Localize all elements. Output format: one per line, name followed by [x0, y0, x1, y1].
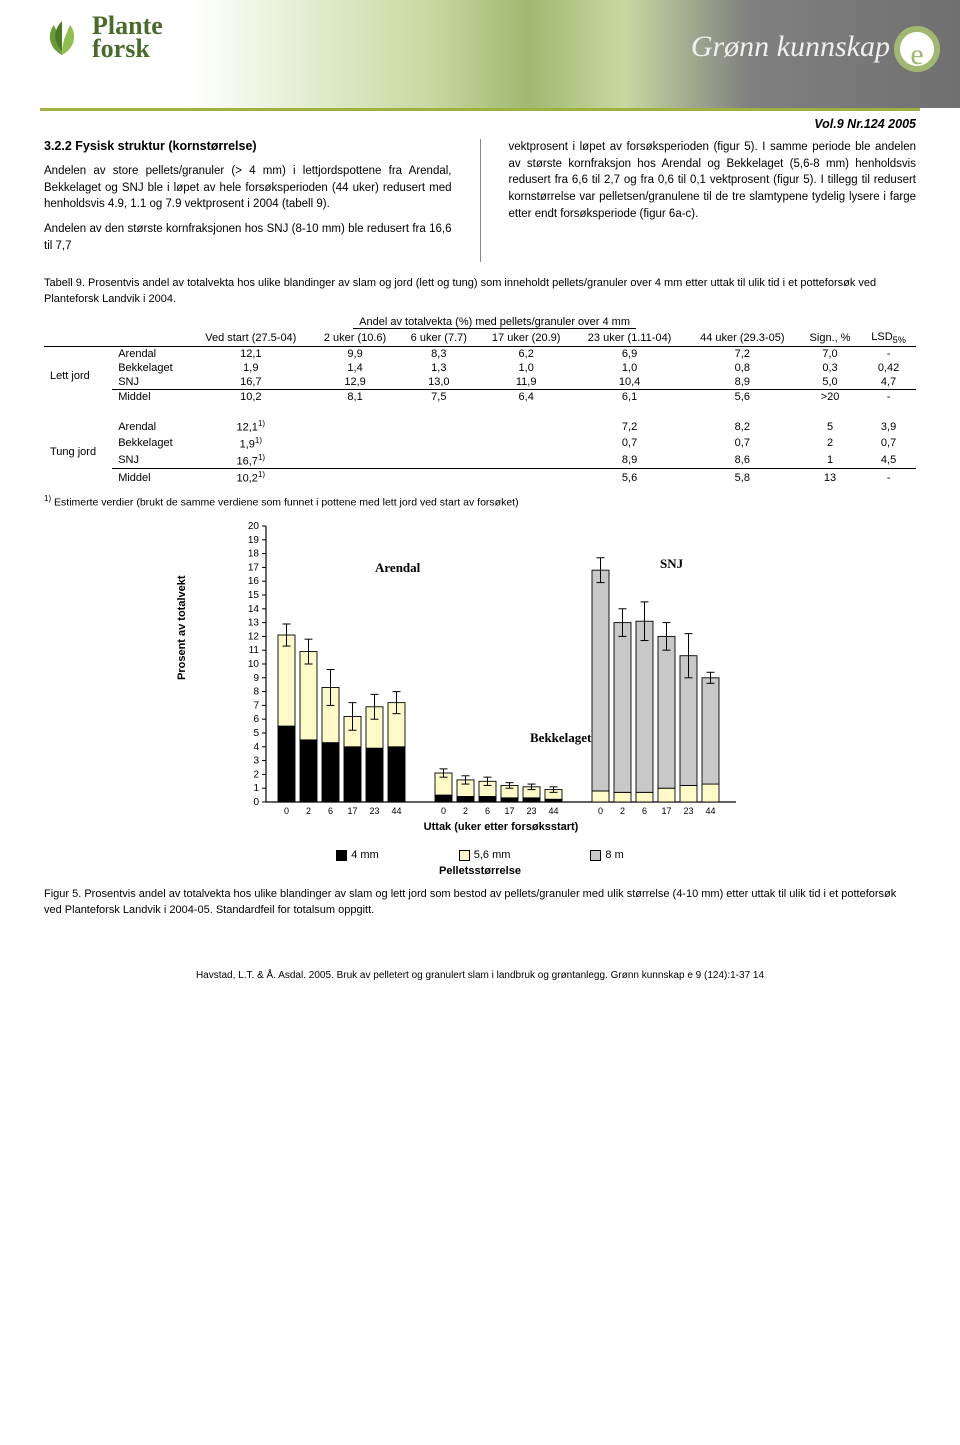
- svg-text:20: 20: [248, 521, 260, 532]
- svg-text:7: 7: [253, 701, 259, 712]
- figure-caption: Figur 5. Prosentvis andel av totalvekta …: [44, 887, 916, 918]
- svg-text:2: 2: [463, 806, 468, 816]
- svg-text:0: 0: [253, 797, 259, 808]
- footnote-text: Estimerte verdier (brukt de samme verdie…: [54, 496, 519, 508]
- section-heading: 3.2.2 Fysisk struktur (kornstørrelse): [44, 139, 452, 153]
- svg-text:2: 2: [253, 770, 259, 781]
- svg-text:5: 5: [253, 728, 259, 739]
- two-column-text: 3.2.2 Fysisk struktur (kornstørrelse) An…: [44, 139, 916, 262]
- svg-text:23: 23: [369, 806, 379, 816]
- svg-text:16: 16: [248, 577, 260, 588]
- svg-text:14: 14: [248, 604, 260, 615]
- svg-text:44: 44: [705, 806, 715, 816]
- chart-svg: 0123456789101112131415161718192002617234…: [210, 520, 750, 840]
- para-right-1: vektprosent i løpet av forsøksperioden (…: [509, 139, 917, 222]
- svg-text:17: 17: [504, 806, 514, 816]
- svg-text:2: 2: [306, 806, 311, 816]
- svg-text:12: 12: [248, 632, 260, 643]
- column-separator: [480, 139, 481, 262]
- logo: Plante forsk: [40, 14, 163, 61]
- svg-text:17: 17: [248, 563, 260, 574]
- y-axis-title: Prosent av totalvekt: [176, 576, 188, 681]
- svg-text:6: 6: [485, 806, 490, 816]
- svg-text:44: 44: [548, 806, 558, 816]
- svg-text:44: 44: [391, 806, 401, 816]
- page-footer: Havstad, L.T. & Å. Asdal. 2005. Bruk av …: [0, 948, 960, 995]
- svg-text:19: 19: [248, 535, 260, 546]
- svg-text:1: 1: [253, 784, 259, 795]
- svg-text:4: 4: [253, 742, 259, 753]
- svg-text:0: 0: [441, 806, 446, 816]
- svg-text:0: 0: [284, 806, 289, 816]
- table-caption: Tabell 9. Prosentvis andel av totalvekta…: [44, 276, 916, 307]
- logo-text-2: forsk: [92, 37, 163, 60]
- svg-text:Arendal: Arendal: [375, 560, 421, 575]
- svg-text:6: 6: [642, 806, 647, 816]
- svg-text:11: 11: [249, 646, 260, 657]
- legend-item: 4 mm: [336, 849, 379, 861]
- svg-text:2: 2: [620, 806, 625, 816]
- svg-text:SNJ: SNJ: [660, 556, 684, 571]
- legend-title: Pelletsstørrelse: [210, 865, 750, 877]
- svg-text:15: 15: [248, 590, 260, 601]
- svg-text:Uttak (uker etter forsøksstart: Uttak (uker etter forsøksstart): [424, 821, 579, 833]
- svg-text:23: 23: [683, 806, 693, 816]
- chart-legend: 4 mm 5,6 mm 8 m: [210, 849, 750, 861]
- leaf-icon: [40, 15, 84, 59]
- data-table: Andel av totalvekta (%) med pellets/gran…: [44, 315, 916, 486]
- bar-chart: Prosent av totalvekt 0123456789101112131…: [210, 520, 750, 877]
- svg-text:8: 8: [253, 687, 259, 698]
- svg-text:18: 18: [248, 549, 260, 560]
- banner-right-text: Grønn kunnskap: [691, 30, 890, 63]
- svg-text:9: 9: [253, 673, 259, 684]
- legend-item: 8 m: [590, 849, 623, 861]
- header-banner: Plante forsk Grønn kunnskape: [0, 0, 960, 108]
- para-left-2: Andelen av den største kornfraksjonen ho…: [44, 221, 452, 254]
- svg-text:6: 6: [253, 715, 259, 726]
- legend-item: 5,6 mm: [459, 849, 511, 861]
- svg-text:17: 17: [661, 806, 671, 816]
- svg-text:6: 6: [328, 806, 333, 816]
- table-footnote: 1) Estimerte verdier (brukt de samme ver…: [44, 494, 916, 509]
- svg-text:10: 10: [248, 659, 260, 670]
- svg-text:13: 13: [248, 618, 260, 629]
- svg-text:Bekkelaget: Bekkelaget: [530, 730, 592, 745]
- para-left-1: Andelen av store pellets/granuler (> 4 m…: [44, 163, 452, 213]
- e-badge-icon: e: [894, 26, 940, 72]
- svg-text:3: 3: [253, 756, 259, 767]
- volume-line: Vol.9 Nr.124 2005: [0, 111, 960, 131]
- banner-right: Grønn kunnskape: [691, 26, 940, 72]
- svg-text:17: 17: [347, 806, 357, 816]
- svg-text:23: 23: [526, 806, 536, 816]
- svg-text:0: 0: [598, 806, 603, 816]
